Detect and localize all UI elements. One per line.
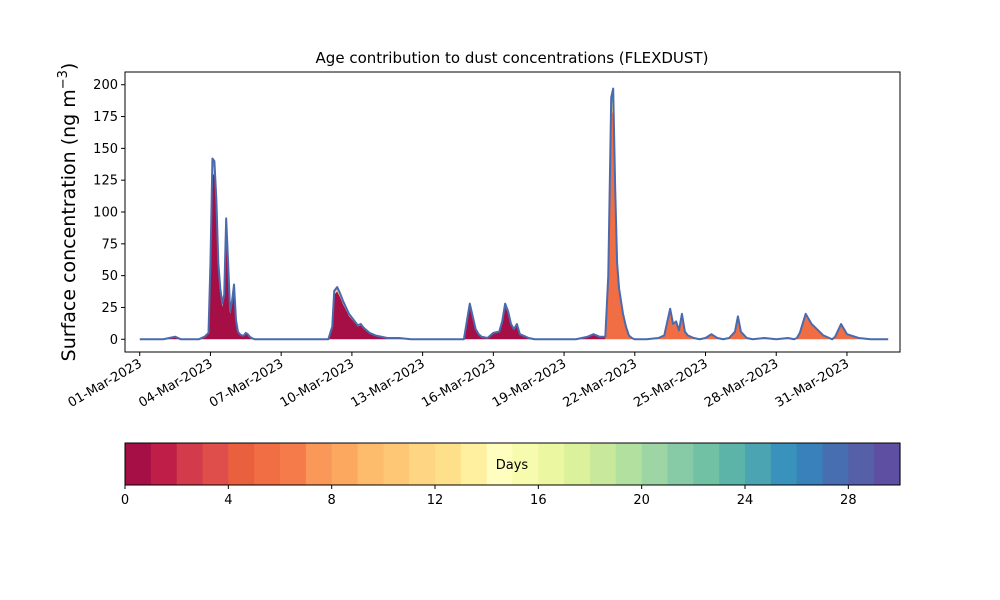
colorbar-segment — [615, 443, 643, 485]
colorbar-segment — [331, 443, 359, 485]
colorbar-segment — [305, 443, 333, 485]
colorbar-segment — [538, 443, 565, 485]
colorbar-frame — [124, 442, 901, 486]
y-tick-label: 175 — [93, 110, 118, 125]
colorbar-segment — [796, 443, 824, 485]
y-tick-label: 0 — [110, 333, 118, 348]
y-tick-label: 50 — [101, 269, 118, 284]
y-axis: 0 25 50 75 100 125 150 175 200 — [93, 78, 125, 348]
colorbar-segment — [486, 443, 514, 485]
colorbar-segment — [848, 443, 875, 485]
colorbar-tick-label: 20 — [633, 493, 650, 508]
colorbar-segment — [254, 443, 281, 485]
colorbar-segment — [590, 443, 617, 485]
colorbar-segment — [770, 443, 798, 485]
y-tick-label: 125 — [93, 174, 118, 189]
colorbar-tick-label: 16 — [530, 493, 547, 508]
colorbar-segment — [435, 443, 462, 485]
y-axis-label: Surface concentration (ng m−3) — [56, 63, 80, 362]
colorbar-segment — [719, 443, 746, 485]
colorbar-segment — [228, 443, 255, 485]
colorbar-segment — [641, 443, 669, 485]
colorbar-segment — [202, 443, 229, 485]
y-tick-label: 200 — [93, 78, 118, 93]
colorbar-segment — [383, 443, 410, 485]
colorbar-tick-label: 12 — [427, 493, 444, 508]
colorbar-label: Days — [496, 458, 529, 473]
colorbar-segment — [564, 443, 591, 485]
colorbar-tick-label: 0 — [121, 493, 129, 508]
colorbar-segment — [512, 443, 539, 485]
colorbar-segment — [125, 443, 152, 485]
y-axis-label-close: ) — [58, 63, 80, 70]
colorbar-segment — [460, 443, 488, 485]
colorbar-segment — [667, 443, 694, 485]
colorbar-segment — [150, 443, 178, 485]
y-axis-label-main: Surface concentration (ng m — [58, 89, 80, 361]
colorbar-tick-label: 4 — [224, 493, 232, 508]
y-tick-label: 100 — [93, 206, 118, 221]
colorbar-segment — [874, 443, 901, 485]
y-tick-label: 75 — [101, 237, 118, 252]
colorbar-segment — [822, 443, 849, 485]
colorbar-tick-label: 24 — [737, 493, 754, 508]
colorbar-segment — [693, 443, 720, 485]
colorbar-segment — [176, 443, 204, 485]
colorbar-tick-label: 28 — [840, 493, 857, 508]
y-axis-label-superscript: −3 — [56, 70, 71, 89]
colorbar-segment — [280, 443, 307, 485]
colorbar-axis: 0 4 8 12 16 20 24 28 — [121, 485, 857, 508]
colorbar-tick-label: 8 — [328, 493, 336, 508]
y-tick-label: 25 — [101, 301, 118, 316]
plot-area — [139, 87, 889, 341]
colorbar — [124, 442, 901, 486]
colorbar-segment — [745, 443, 772, 485]
total-concentration-line — [139, 87, 889, 341]
chart-title: Age contribution to dust concentrations … — [316, 49, 709, 67]
colorbar-segment — [357, 443, 384, 485]
colorbar-segment — [409, 443, 436, 485]
y-tick-label: 150 — [93, 142, 118, 157]
